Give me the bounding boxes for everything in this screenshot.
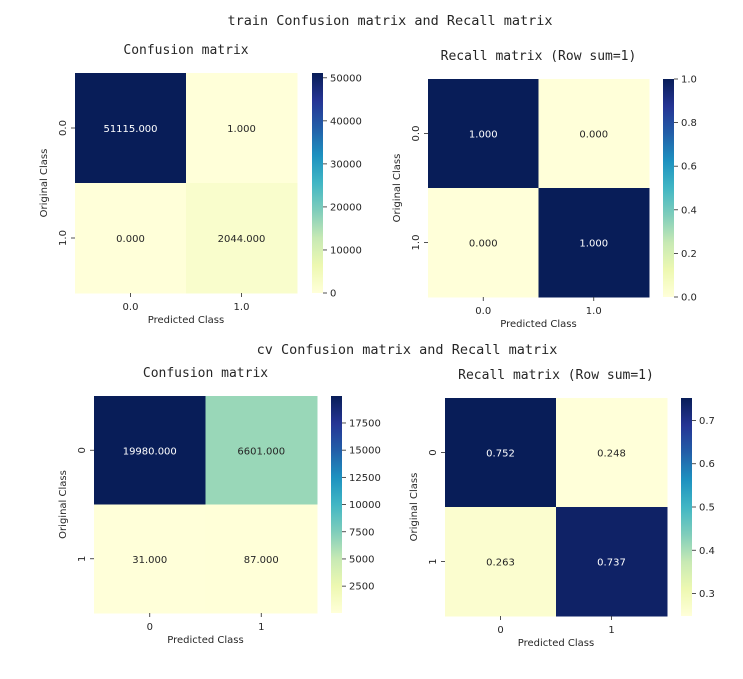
colorbar-tick-label: 0.6: [681, 162, 697, 173]
heatmap-cell: [186, 73, 298, 184]
colorbar: [312, 73, 323, 293]
heatmap-cell: [538, 188, 650, 298]
x-tick-label: 1: [608, 625, 614, 636]
colorbar-tick-label: 0.7: [699, 416, 715, 427]
heatmap-cell: [556, 507, 668, 617]
heatmap-cell: [556, 398, 668, 508]
x-tick-label: 1.0: [586, 306, 602, 317]
heatmap-cv-confusion: Confusion matrix 19980.000 6601.000 31.000 8…: [58, 366, 381, 646]
colorbar-tick-label: 10000: [349, 500, 381, 511]
colorbar: [663, 79, 674, 297]
cell-annotation: 0.248: [597, 449, 626, 460]
colorbar: [681, 398, 692, 616]
x-axis-label: Predicted Class: [518, 638, 594, 649]
y-axis-label: Original Class: [409, 473, 420, 542]
chart-title: Recall matrix (Row sum=1): [441, 49, 637, 64]
cell-annotation: 87.000: [244, 555, 279, 566]
cell-annotation: 19980.000: [123, 446, 177, 457]
cell-annotation: 0.752: [486, 449, 515, 460]
cell-annotation: 2044.000: [218, 234, 266, 245]
colorbar-tick-label: 0.2: [681, 249, 697, 260]
y-tick-label: 1.0: [58, 230, 69, 246]
colorbar-tick-label: 0.8: [681, 118, 697, 129]
heatmap-cell: [94, 504, 206, 614]
cell-annotation: 0.737: [597, 558, 626, 569]
heatmap-cell: [186, 183, 298, 294]
cell-annotation: 6601.000: [237, 446, 285, 457]
heatmap-cell: [428, 79, 539, 189]
cell-annotation: 51115.000: [103, 124, 157, 135]
figure-title-cv: cv Confusion matrix and Recall matrix: [257, 342, 558, 358]
y-tick-label: 1: [428, 558, 439, 564]
colorbar-tick-label: 5000: [349, 554, 374, 565]
colorbar-tick-label: 0.6: [699, 459, 715, 470]
heatmap-train-confusion: Confusion matrix 51115.000 1.000 0.000 2044.…: [39, 43, 362, 326]
x-tick-label: 0.0: [475, 306, 491, 317]
cell-annotation: 1.000: [227, 124, 256, 135]
y-axis-label: Original Class: [58, 470, 69, 539]
heatmap-cell: [428, 188, 539, 298]
colorbar-tick-label: 1.0: [681, 75, 697, 86]
x-axis-label: Predicted Class: [167, 635, 243, 646]
colorbar-tick-label: 0.3: [699, 589, 715, 600]
cell-annotation: 31.000: [132, 555, 167, 566]
heatmap-cell: [445, 507, 557, 617]
x-axis-label: Predicted Class: [500, 319, 576, 330]
heatmap-cell: [205, 396, 318, 505]
colorbar-tick-label: 0.0: [681, 293, 697, 304]
colorbar-tick-label: 7500: [349, 527, 374, 538]
x-tick-label: 0: [497, 625, 503, 636]
x-tick-label: 0: [147, 622, 153, 633]
y-tick-label: 0.0: [411, 126, 422, 142]
colorbar-tick-label: 12500: [349, 473, 381, 484]
cell-annotation: 0.000: [579, 130, 608, 141]
y-tick-label: 0.0: [58, 120, 69, 136]
cell-annotation: 0.263: [486, 558, 515, 569]
heatmap-cell: [75, 73, 187, 184]
chart-title: Confusion matrix: [123, 43, 248, 58]
chart-title: Confusion matrix: [143, 366, 268, 381]
cell-annotation: 1.000: [579, 239, 608, 250]
heatmap-cell: [205, 504, 318, 614]
y-tick-label: 0: [428, 449, 439, 455]
colorbar-tick-label: 15000: [349, 446, 381, 457]
colorbar-tick-label: 0.4: [699, 546, 715, 557]
colorbar-tick-label: 20000: [330, 202, 362, 213]
colorbar-tick-label: 40000: [330, 116, 362, 127]
colorbar-tick-label: 17500: [349, 418, 381, 429]
cell-annotation: 0.000: [116, 234, 145, 245]
chart-title: Recall matrix (Row sum=1): [458, 368, 654, 383]
cell-annotation: 1.000: [469, 130, 498, 141]
y-axis-label: Original Class: [39, 149, 50, 218]
y-tick-label: 1.0: [411, 235, 422, 251]
heatmap-cell: [538, 79, 650, 189]
heatmap-train-recall: Recall matrix (Row sum=1) 1.000 0.000 0.000…: [392, 49, 697, 330]
colorbar: [331, 396, 342, 613]
cell-annotation: 0.000: [469, 239, 498, 250]
x-tick-label: 1.0: [234, 302, 250, 313]
colorbar-tick-label: 50000: [330, 73, 362, 84]
y-axis-label: Original Class: [392, 154, 403, 223]
x-tick-label: 0.0: [123, 302, 139, 313]
colorbar-tick-label: 0.5: [699, 503, 715, 514]
figure-title-train: train Confusion matrix and Recall matrix: [227, 13, 552, 29]
colorbar-tick-label: 30000: [330, 159, 362, 170]
x-tick-label: 1: [258, 622, 264, 633]
colorbar-tick-label: 2500: [349, 582, 374, 593]
colorbar-tick-label: 0: [330, 289, 336, 300]
colorbar-tick-label: 0.4: [681, 205, 697, 216]
heatmap-cell: [75, 183, 187, 294]
heatmap-cell: [94, 396, 206, 505]
colorbar-tick-label: 10000: [330, 245, 362, 256]
x-axis-label: Predicted Class: [148, 315, 224, 326]
heatmap-cell: [445, 398, 557, 508]
y-tick-label: 0: [77, 447, 88, 453]
y-tick-label: 1: [77, 556, 88, 562]
heatmap-cv-recall: Recall matrix (Row sum=1) 0.752 0.248 0.263…: [409, 368, 715, 649]
